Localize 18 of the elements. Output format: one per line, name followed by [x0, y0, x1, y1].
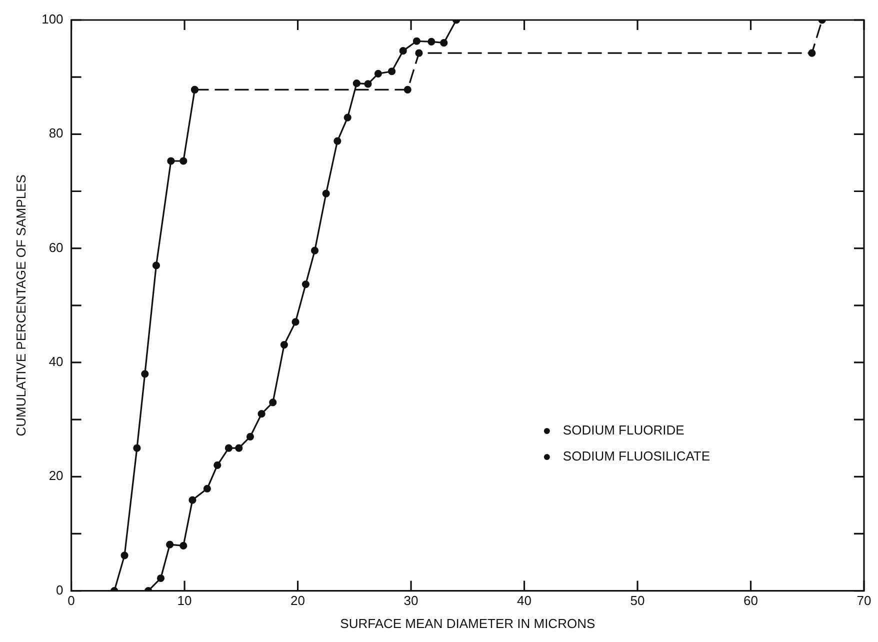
- y-axis-title: CUMULATIVE PERCENTAGE OF SAMPLES: [13, 174, 28, 436]
- legend-label: SODIUM FLUORIDE: [562, 422, 685, 438]
- y-tick-label: 80: [48, 126, 64, 141]
- y-tick-label: 20: [48, 468, 64, 484]
- x-tick-label: 10: [177, 593, 192, 608]
- y-tick-label: 100: [42, 12, 64, 27]
- x-tick-label: 70: [856, 593, 872, 608]
- x-axis-title: SURFACE MEAN DIAMETER IN MICRONS: [340, 616, 596, 631]
- y-tick-label: 0: [56, 582, 64, 598]
- x-tick-label: 0: [68, 593, 75, 608]
- x-tick-label: 40: [517, 593, 532, 608]
- x-tick-label: 20: [290, 593, 306, 608]
- x-tick-label: 60: [744, 593, 758, 608]
- x-tick-label: 50: [630, 593, 645, 608]
- y-tick-label: 60: [48, 240, 64, 255]
- y-tick-label: 40: [48, 354, 64, 370]
- x-tick-label: 30: [404, 593, 418, 608]
- legend-label: SODIUM FLUOSILICATE: [562, 448, 710, 464]
